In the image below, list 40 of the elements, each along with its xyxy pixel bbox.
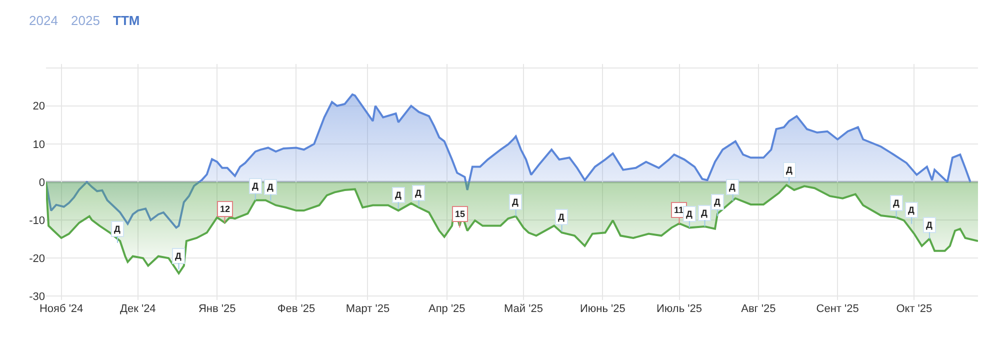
x-tick-label: Фев '25 <box>277 303 316 315</box>
annotation: 15 <box>455 209 466 219</box>
annotation: Д <box>729 182 736 192</box>
x-tick-label: Март '25 <box>346 303 390 315</box>
text: 2025 <box>71 13 100 28</box>
y-tick-label: -20 <box>29 252 45 265</box>
x-tick-label: Июль '25 <box>656 303 702 315</box>
x-tick-label: Янв '25 <box>198 303 236 315</box>
annotation: Д <box>908 205 915 215</box>
x-tick-label: Апр '25 <box>428 303 466 315</box>
annotation: Д <box>267 182 274 192</box>
annotation: Д <box>114 224 121 234</box>
annotation: Д <box>686 209 693 219</box>
annotation: Д <box>512 197 519 207</box>
y-tick-label: -30 <box>29 291 45 304</box>
x-tick-label: Нояб '24 <box>39 303 84 315</box>
annotation: Д <box>558 212 565 222</box>
annotation: Д <box>714 197 721 207</box>
annotation: Д <box>415 188 422 198</box>
annotation: Д <box>926 220 933 230</box>
annotation: Д <box>252 181 259 191</box>
text: 2024 <box>29 13 58 28</box>
x-tick-label: Май '25 <box>504 303 543 315</box>
y-tick-label: 10 <box>32 138 45 151</box>
annotation: Д <box>893 198 900 208</box>
annotation: Д <box>395 190 402 200</box>
annotation: Д <box>786 165 793 175</box>
x-tick-label: Авг '25 <box>741 303 776 315</box>
y-tick-label: -10 <box>29 214 45 227</box>
y-tick-label: 20 <box>32 100 45 113</box>
annotation: 11 <box>674 205 684 215</box>
annotation: 12 <box>220 204 230 214</box>
annotation: Д <box>175 251 182 261</box>
x-tick-label: Окт '25 <box>896 303 932 315</box>
x-tick-label: Сент '25 <box>816 303 859 315</box>
x-tick-label: Дек '24 <box>120 303 156 315</box>
y-tick-label: 0 <box>38 176 45 189</box>
text: TTM <box>113 13 140 28</box>
annotation: Д <box>701 208 708 218</box>
x-tick-label: Июнь '25 <box>580 303 626 315</box>
